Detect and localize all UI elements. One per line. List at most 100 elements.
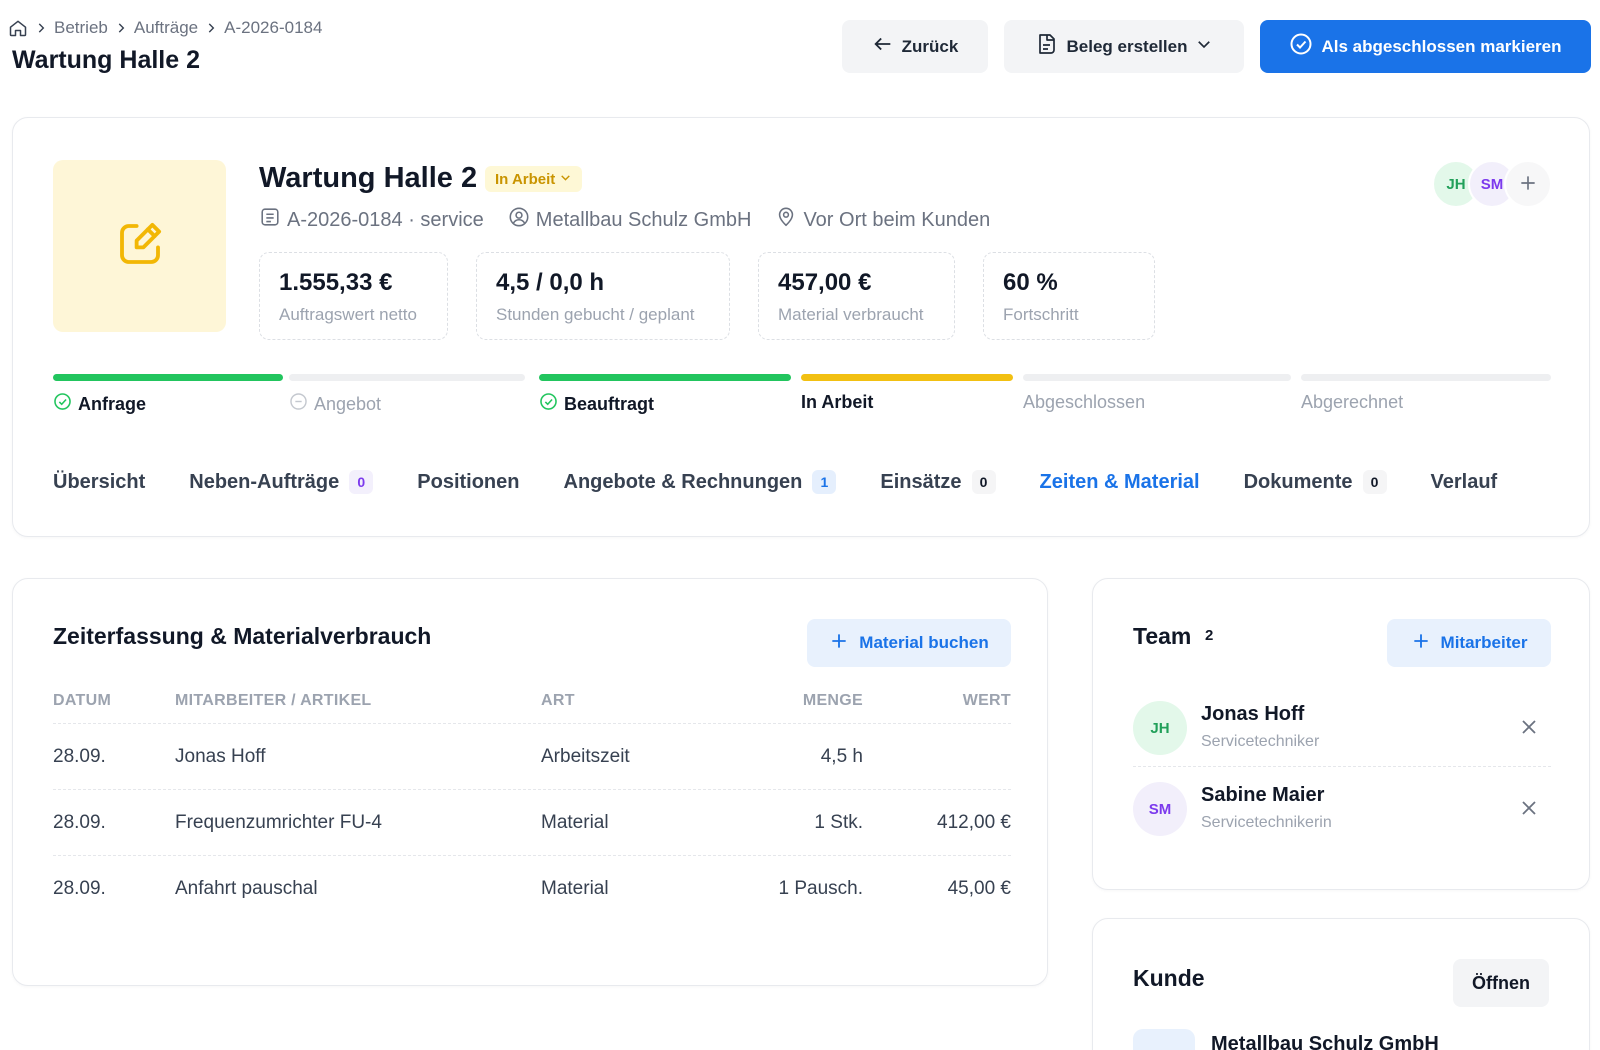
step-abgerechnet[interactable]: Abgerechnet <box>1301 374 1551 413</box>
plus-icon <box>829 631 849 656</box>
create-document-button[interactable]: Beleg erstellen <box>1004 20 1244 73</box>
table-header: DATUM MITARBEITER / ARTIKEL ART MENGE WE… <box>53 677 1011 724</box>
cell-type: Arbeitszeit <box>541 745 630 767</box>
book-material-button[interactable]: Material buchen <box>807 619 1011 667</box>
column-header[interactable]: MENGE <box>802 692 863 709</box>
tab-bar: Übersicht Neben-Aufträge 0 Positionen An… <box>53 470 1541 494</box>
cell-quantity: 1 Pausch. <box>778 878 864 899</box>
time-material-table: DATUM MITARBEITER / ARTIKEL ART MENGE WE… <box>53 677 1011 922</box>
step-anfrage[interactable]: Anfrage <box>53 374 283 416</box>
cell-item: Anfahrt pauschal <box>175 878 318 899</box>
close-icon[interactable] <box>1517 796 1541 825</box>
customer-card: Kunde Öffnen MS Metallbau Schulz GmbH <box>1092 918 1590 1050</box>
tab-einsaetze[interactable]: Einsätze 0 <box>880 470 996 494</box>
status-badge[interactable]: In Arbeit <box>485 166 583 192</box>
tab-label: Einsätze <box>880 470 962 493</box>
kpi-label: Auftragswert netto <box>279 305 417 324</box>
divider <box>1133 766 1551 767</box>
avatar: SM <box>1133 782 1187 836</box>
create-document-label: Beleg erstellen <box>1066 36 1188 56</box>
step-abgeschlossen[interactable]: Abgeschlossen <box>1023 374 1291 413</box>
chevron-right-icon <box>34 21 48 35</box>
home-icon[interactable] <box>8 18 28 38</box>
tab-zeiten-material[interactable]: Zeiten & Material <box>1040 471 1200 494</box>
status-stepper: Anfrage Angebot Beauftragt <box>53 374 1563 424</box>
step-in-arbeit[interactable]: In Arbeit <box>801 374 1013 413</box>
member-name: Jonas Hoff <box>1201 703 1305 725</box>
order-customer-text: Metallbau Schulz GmbH <box>535 208 752 231</box>
customer-name[interactable]: Metallbau Schulz GmbH <box>1211 1033 1439 1050</box>
step-label: Abgeschlossen <box>1023 392 1146 412</box>
user-circle-icon <box>508 206 530 234</box>
member-role: Servicetechniker <box>1201 733 1320 750</box>
step-bar <box>1023 374 1291 381</box>
order-customer[interactable]: Metallbau Schulz GmbH <box>508 206 752 234</box>
team-title: Team <box>1133 623 1192 649</box>
edit-note-icon <box>113 217 167 276</box>
table-row[interactable]: 28.09. Anfahrt pauschal Material 1 Pausc… <box>53 856 1011 922</box>
chevron-down-icon <box>559 171 572 188</box>
order-icon-tile <box>53 160 226 332</box>
breadcrumb-item-auftraege[interactable]: Aufträge <box>133 18 199 37</box>
tab-count-badge: 0 <box>1362 470 1387 494</box>
breadcrumb-item-betrieb[interactable]: Betrieb <box>54 18 108 37</box>
tab-verlauf[interactable]: Verlauf <box>1431 471 1498 494</box>
cell-item: Jonas Hoff <box>175 745 266 767</box>
tab-label: Neben-Aufträge <box>189 470 340 493</box>
check-circle-icon <box>539 392 558 416</box>
status-label: In Arbeit <box>495 170 556 188</box>
tab-positionen[interactable]: Positionen <box>417 471 519 494</box>
mark-complete-label: Als abgeschlossen markieren <box>1321 36 1562 56</box>
mark-complete-button[interactable]: Als abgeschlossen markieren <box>1260 20 1591 73</box>
customer-avatar: MS <box>1133 1029 1195 1050</box>
step-label-wrap: In Arbeit <box>801 392 1013 413</box>
column-header[interactable]: DATUM <box>53 692 112 709</box>
cell-type: Material <box>541 878 609 899</box>
team-member[interactable]: JH Jonas Hoff Servicetechniker <box>1133 701 1551 783</box>
tab-neben-auftraege[interactable]: Neben-Aufträge 0 <box>189 470 374 494</box>
kpi-label: Fortschritt <box>1003 305 1079 324</box>
column-header[interactable]: MITARBEITER / ARTIKEL <box>175 692 372 709</box>
step-bar <box>801 374 1013 381</box>
cell-date: 28.09. <box>53 745 106 767</box>
cell-date: 28.09. <box>53 811 106 833</box>
column-header[interactable]: WERT <box>962 692 1011 709</box>
column-header[interactable]: ART <box>541 692 575 709</box>
tab-count-badge: 0 <box>349 470 374 494</box>
tab-uebersicht[interactable]: Übersicht <box>53 471 145 494</box>
tab-dokumente[interactable]: Dokumente 0 <box>1244 470 1387 494</box>
plus-icon <box>1411 631 1431 656</box>
page-title: Wartung Halle 2 <box>12 46 200 74</box>
step-label: Abgerechnet <box>1301 392 1404 412</box>
close-icon[interactable] <box>1517 715 1541 744</box>
step-label-wrap: Abgerechnet <box>1301 392 1551 413</box>
step-label: Angebot <box>314 393 382 414</box>
step-bar <box>289 374 525 381</box>
back-button-label: Zurück <box>901 36 959 56</box>
team-member[interactable]: SM Sabine Maier Servicetechnikerin <box>1133 782 1551 864</box>
kpi-material: 457,00 € Material verbraucht <box>758 252 955 340</box>
table-row[interactable]: 28.09. Frequenzumrichter FU-4 Material 1… <box>53 790 1011 856</box>
tab-angebote-rechnungen[interactable]: Angebote & Rechnungen 1 <box>564 470 837 494</box>
member-name: Sabine Maier <box>1201 784 1325 806</box>
add-assignee-button[interactable] <box>1504 160 1552 208</box>
book-material-label: Material buchen <box>859 633 989 652</box>
kpi-value: 457,00 € <box>778 269 872 296</box>
document-icon <box>1035 32 1059 61</box>
check-circle-icon <box>1289 32 1313 61</box>
member-role: Servicetechnikerin <box>1201 814 1332 831</box>
team-count-badge: 2 <box>1205 627 1214 644</box>
tab-count-badge: 1 <box>812 470 837 494</box>
breadcrumb-item-current: A-2026-0184 <box>224 18 323 37</box>
document-list-icon <box>259 206 281 234</box>
add-member-button[interactable]: Mitarbeiter <box>1387 619 1551 667</box>
table-row[interactable]: 28.09. Jonas Hoff Arbeitszeit 4,5 h <box>53 724 1011 790</box>
arrow-left-icon <box>872 33 894 60</box>
step-beauftragt[interactable]: Beauftragt <box>539 374 791 416</box>
open-customer-button[interactable]: Öffnen <box>1453 959 1549 1007</box>
customer-title: Kunde <box>1133 965 1205 991</box>
kpi-label: Material verbraucht <box>778 305 924 324</box>
step-label: Anfrage <box>78 393 147 414</box>
step-angebot[interactable]: Angebot <box>289 374 525 416</box>
back-button[interactable]: Zurück <box>842 20 988 73</box>
